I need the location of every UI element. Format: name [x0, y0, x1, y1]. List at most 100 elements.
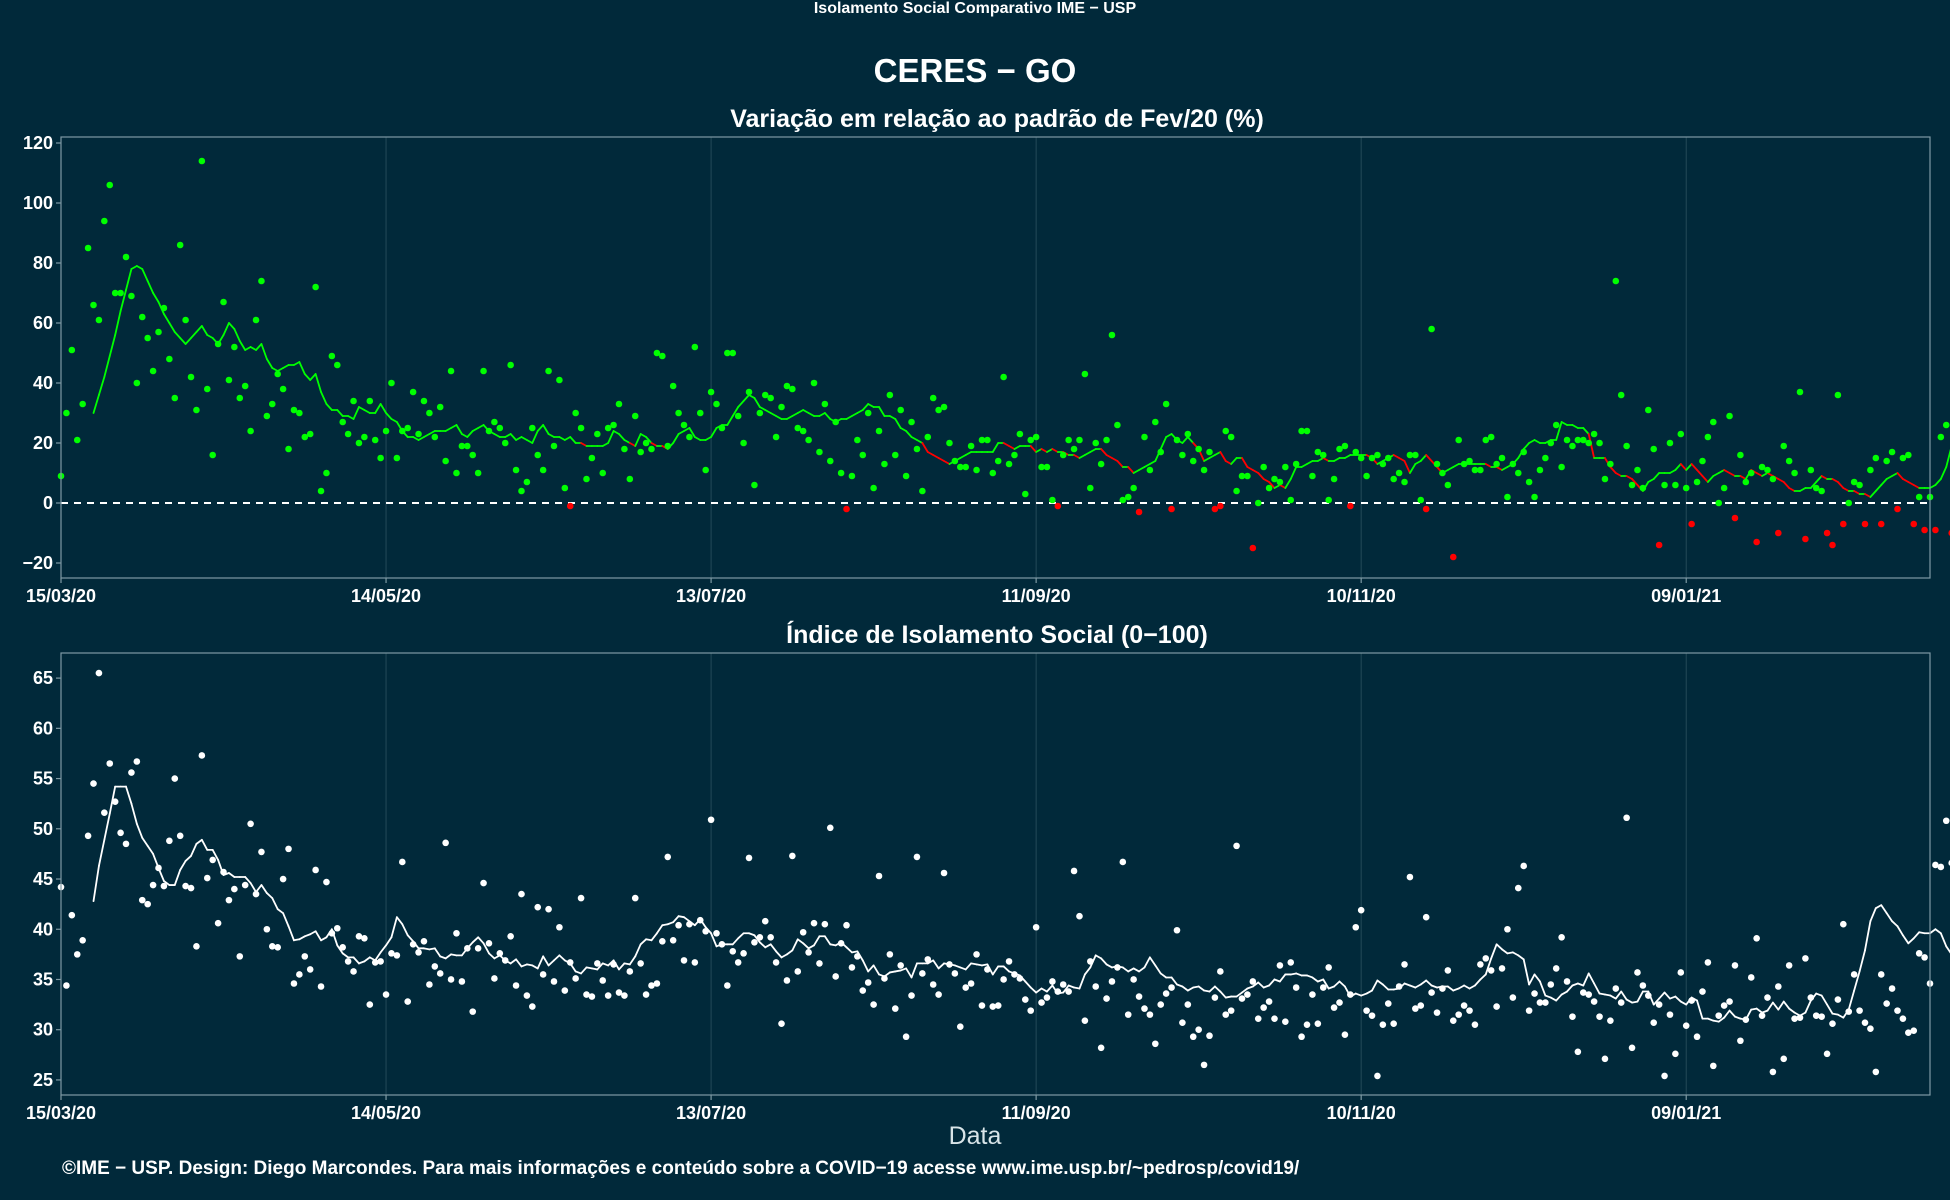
data-point [751, 481, 758, 489]
moving-average-segment [628, 955, 637, 966]
moving-average-segment [1484, 957, 1493, 976]
moving-average-segment [1669, 469, 1677, 474]
y-tick-label: 100 [23, 193, 53, 213]
data-point [1233, 842, 1240, 850]
moving-average-segment [287, 925, 295, 942]
moving-average-segment [531, 430, 539, 444]
data-point [1644, 406, 1652, 414]
moving-average-segment [618, 433, 626, 441]
data-point [1650, 445, 1658, 453]
moving-average-segment [1766, 472, 1774, 477]
data-point [1688, 997, 1695, 1004]
data-point [1531, 493, 1538, 501]
moving-average-segment [341, 952, 350, 959]
moving-average-segment [135, 822, 144, 839]
moving-average-segment [601, 442, 610, 447]
data-point [279, 385, 287, 393]
bottom-moving-average [92, 785, 1950, 1023]
data-point [198, 752, 206, 759]
moving-average-segment [1945, 945, 1950, 954]
moving-average-segment [764, 409, 772, 414]
y-tick-label: 120 [23, 133, 53, 153]
moving-average-segment [1452, 987, 1460, 992]
data-point [859, 987, 867, 994]
data-point [637, 960, 644, 967]
data-point [631, 894, 639, 902]
moving-average-segment [981, 963, 989, 967]
moving-average-segment [1062, 984, 1070, 994]
moving-average-segment [1105, 454, 1113, 459]
data-point [90, 780, 97, 787]
moving-average-segment [1587, 433, 1596, 459]
data-point [1238, 995, 1246, 1002]
data-point [398, 427, 406, 435]
data-point [101, 217, 108, 225]
moving-average-segment [515, 436, 523, 441]
data-point [1114, 421, 1121, 429]
moving-average-segment [1376, 979, 1384, 986]
data-point [398, 858, 406, 866]
moving-average-segment [222, 322, 230, 336]
moving-average-segment [1625, 475, 1633, 480]
data-point [1000, 373, 1007, 381]
moving-average-segment [1138, 966, 1146, 973]
moving-average-segment [303, 373, 312, 381]
data-point [1596, 1013, 1603, 1020]
moving-average-segment [1826, 1003, 1834, 1015]
data-point [1666, 1011, 1674, 1018]
data-point [501, 439, 509, 447]
moving-average-segment [991, 965, 1000, 976]
data-point [1552, 421, 1560, 429]
moving-average-segment [1918, 931, 1926, 935]
data-point [415, 949, 422, 956]
moving-average-segment [1046, 448, 1054, 453]
data-point [870, 1001, 877, 1008]
data-point [214, 340, 222, 348]
data-point [653, 349, 661, 357]
moving-average-segment [639, 938, 647, 946]
data-point [1168, 984, 1175, 991]
moving-average-segment [1132, 469, 1140, 474]
data-point [1785, 962, 1793, 969]
moving-average-segment [276, 908, 285, 915]
data-point [1059, 451, 1067, 459]
moving-average-segment [1246, 985, 1254, 990]
data-point [1292, 460, 1300, 468]
data-point [252, 890, 260, 898]
data-point [1173, 436, 1181, 444]
data-point [539, 971, 547, 978]
moving-average-segment [1874, 904, 1883, 910]
moving-average-segment [336, 944, 344, 955]
moving-average-segment [1755, 1007, 1763, 1014]
data-point [507, 932, 514, 940]
moving-average-segment [1869, 907, 1877, 923]
data-point [1905, 451, 1912, 459]
moving-average-segment [1717, 469, 1726, 474]
moving-average-segment [1251, 981, 1260, 988]
data-point [1357, 454, 1365, 462]
data-point [274, 944, 281, 951]
data-point [1574, 1048, 1582, 1056]
data-point [1910, 1027, 1918, 1035]
moving-average-segment [195, 325, 203, 333]
moving-average-segment [726, 415, 734, 426]
moving-average-segment [352, 406, 360, 420]
moving-average-segment [558, 436, 566, 441]
x-tick-label: 13/07/20 [676, 1103, 746, 1123]
moving-average-segment [309, 930, 317, 936]
moving-average-segment [1333, 980, 1341, 988]
data-point [512, 466, 520, 474]
moving-average-segment [130, 265, 138, 270]
data-point [447, 976, 455, 983]
data-point [1471, 466, 1479, 474]
data-point [794, 968, 802, 975]
moving-average-segment [276, 367, 285, 372]
data-point [1439, 469, 1446, 477]
data-point [501, 957, 509, 964]
data-point [182, 316, 189, 324]
moving-average-segment [1674, 463, 1682, 471]
y-tick-label: 60 [33, 313, 53, 333]
moving-average-segment [1907, 937, 1915, 945]
moving-average-segment [1939, 466, 1948, 480]
data-point [1650, 1019, 1658, 1026]
